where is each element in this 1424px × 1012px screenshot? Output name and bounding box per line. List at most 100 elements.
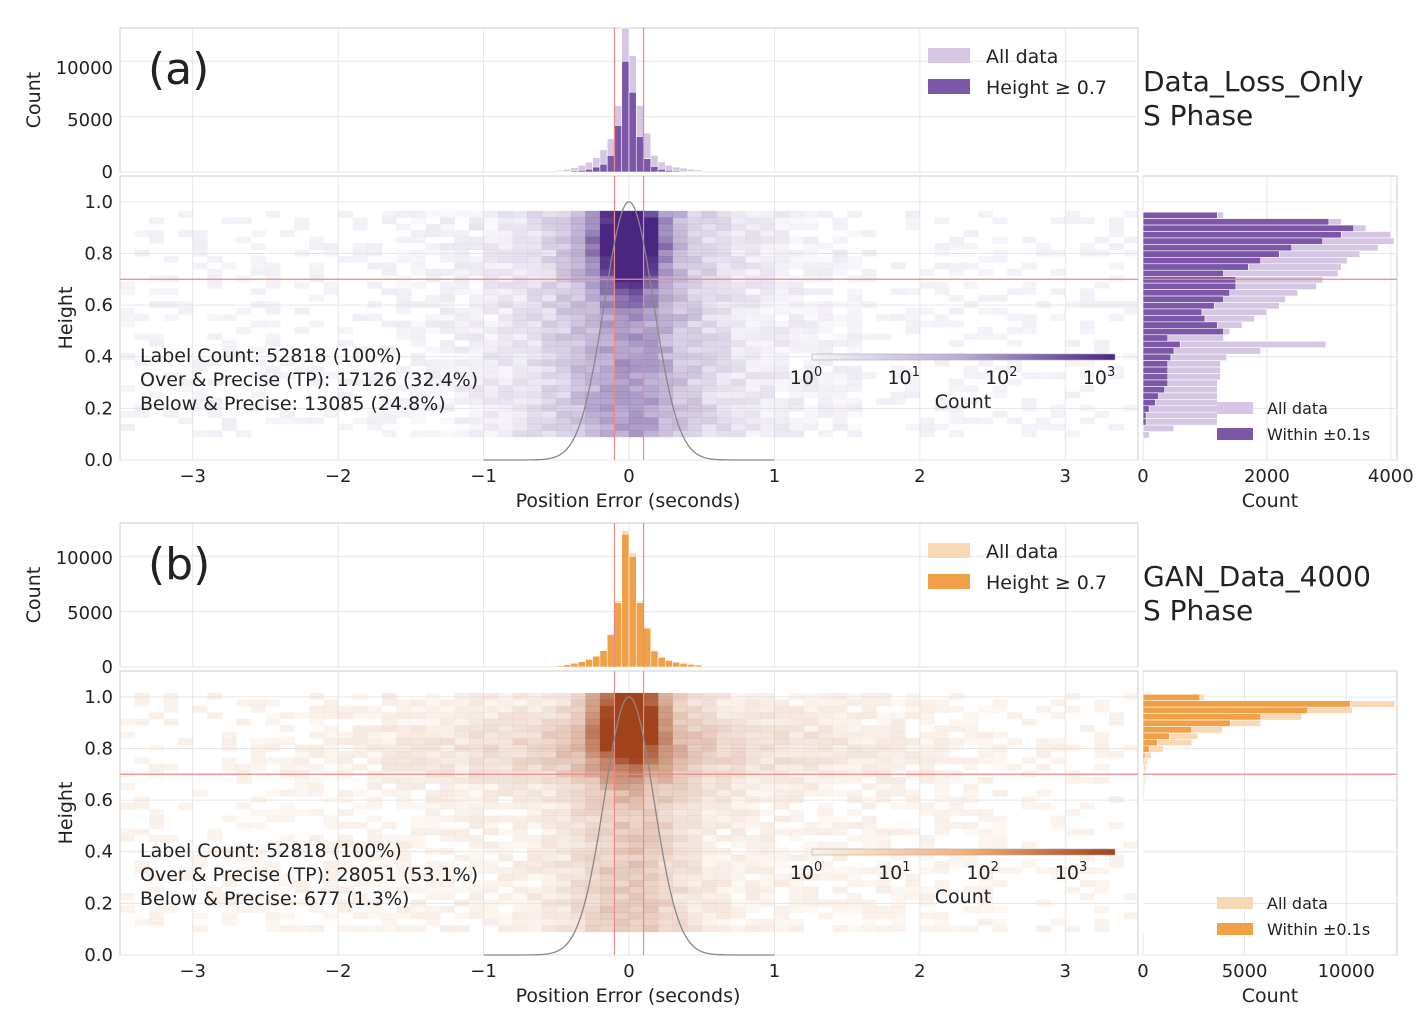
heatmap-cell	[498, 249, 514, 257]
top-bar-height	[606, 155, 615, 173]
heatmap-cell	[716, 815, 732, 823]
heatmap-cell	[469, 905, 484, 913]
xtick-label: 5000	[1222, 961, 1268, 982]
heatmap-cell	[556, 398, 572, 405]
heatmap-cell	[774, 320, 790, 328]
heatmap-cell	[716, 256, 732, 263]
heatmap-cell	[788, 738, 804, 745]
heatmap-cell	[527, 796, 543, 804]
heatmap-cell	[1065, 705, 1081, 713]
heatmap-cell	[396, 751, 412, 758]
heatmap-cell	[890, 905, 906, 913]
right-bar-within	[1142, 340, 1181, 348]
heatmap-cell	[701, 776, 717, 784]
heatmap-cell	[701, 718, 717, 726]
heatmap-cell	[483, 776, 499, 784]
right-bar-all-data	[1142, 431, 1150, 439]
heatmap-cell	[730, 352, 746, 360]
heatmap-cell	[498, 873, 514, 881]
heatmap-cell	[599, 905, 615, 913]
heatmap-cell	[876, 712, 892, 720]
heatmap-cell	[512, 327, 528, 334]
heatmap-cell	[730, 339, 746, 347]
heatmap-cell	[701, 699, 717, 707]
heatmap-cell	[672, 365, 688, 373]
heatmap-cell	[774, 815, 790, 823]
heatmap-cell	[352, 847, 368, 855]
heatmap-cell	[1108, 423, 1124, 431]
heatmap-cell	[279, 802, 295, 810]
heatmap-cell	[599, 867, 615, 875]
heatmap-cell	[847, 751, 863, 758]
heatmap-cell	[585, 718, 601, 726]
heatmap-cell	[599, 712, 615, 720]
heatmap-cell	[672, 873, 688, 881]
right-bar-within	[1142, 726, 1193, 734]
heatmap-cell	[309, 834, 324, 842]
heatmap-cell	[527, 692, 543, 700]
right-bar-within	[1142, 211, 1218, 219]
heatmap-cell	[992, 256, 1008, 263]
heatmap-cell	[934, 789, 950, 797]
heatmap-cell	[687, 802, 703, 810]
heatmap-cell	[847, 385, 863, 392]
heatmap-cell	[425, 738, 441, 745]
heatmap-cell	[948, 854, 964, 862]
heatmap-cell	[629, 359, 644, 367]
heatmap-cell	[338, 731, 354, 739]
heatmap-cell	[803, 249, 819, 257]
heatmap-cell	[905, 873, 921, 881]
heatmap-cell	[599, 385, 615, 392]
stat-label-count: Label Count: 52818 (100%)	[140, 345, 402, 367]
heatmap-cell	[730, 249, 746, 257]
heatmap-cell	[803, 899, 819, 907]
heatmap-cell	[367, 423, 383, 431]
heatmap-cell	[541, 776, 557, 784]
heatmap-cell	[469, 217, 484, 225]
heatmap-cell	[498, 828, 514, 836]
heatmap-cell	[978, 731, 993, 739]
heatmap-cell	[1021, 430, 1037, 438]
heatmap-cell	[905, 223, 921, 231]
heatmap-cell	[774, 725, 790, 733]
heatmap-cell	[803, 847, 819, 855]
heatmap-cell	[483, 365, 499, 373]
heatmap-cell	[527, 378, 543, 386]
heatmap-cell	[469, 899, 484, 907]
heatmap-cell	[1050, 873, 1066, 881]
heatmap-cell	[541, 802, 557, 810]
heatmap-cell	[425, 873, 441, 881]
heatmap-cell	[469, 365, 484, 373]
heatmap-cell	[527, 822, 543, 829]
heatmap-cell	[338, 899, 354, 907]
heatmap-cell	[803, 314, 819, 321]
heatmap-cell	[759, 893, 775, 900]
heatmap-cell	[352, 854, 368, 862]
heatmap-cell	[250, 705, 266, 713]
heatmap-cell	[978, 372, 993, 380]
right-bar-within	[1142, 360, 1169, 368]
heatmap-cell	[483, 210, 499, 218]
heatmap-cell	[716, 320, 732, 328]
heatmap-cell	[672, 385, 688, 392]
heatmap-cell	[192, 262, 208, 270]
heatmap-cell	[948, 802, 964, 810]
heatmap-cell	[396, 763, 412, 771]
heatmap-cell	[687, 725, 703, 733]
heatmap-cell	[134, 828, 150, 836]
heatmap-cell	[745, 867, 761, 875]
heatmap-cell	[338, 886, 354, 894]
heatmap-cell	[498, 430, 514, 438]
heatmap-cell	[818, 430, 833, 438]
heatmap-cell	[614, 796, 630, 804]
heatmap-cell	[163, 905, 179, 913]
heatmap-cell	[469, 307, 484, 315]
heatmap-cell	[439, 210, 455, 218]
heatmap-cell	[832, 249, 848, 257]
heatmap-cell	[716, 365, 732, 373]
top-bar-height	[665, 660, 673, 668]
heatmap-cell	[410, 802, 426, 810]
heatmap-cell	[1108, 365, 1124, 373]
heatmap-cell	[556, 301, 572, 309]
heatmap-cell	[978, 738, 993, 745]
